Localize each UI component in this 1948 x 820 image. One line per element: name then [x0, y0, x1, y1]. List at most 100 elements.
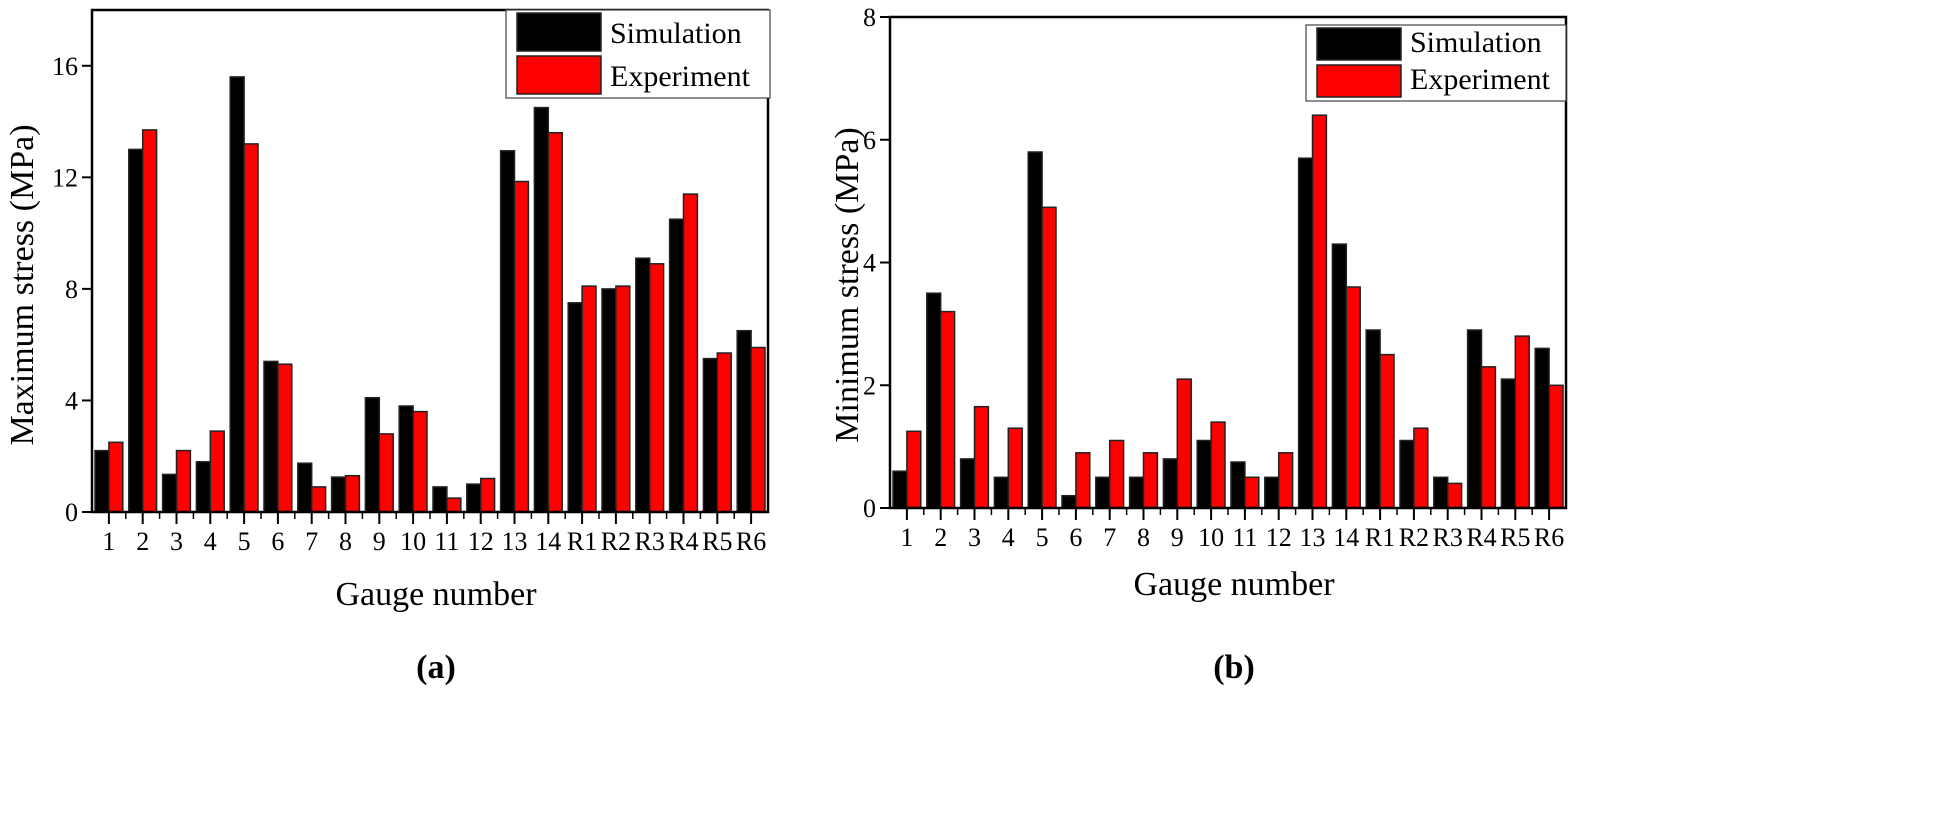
panel-b-x-ticks: 1 2 3 4 5 6 7 8 9 10 11 12 13 14 R1 R2 R3 R4 R5 R6: [900, 508, 1564, 552]
x-tick-label: R5: [702, 527, 732, 556]
bar-simulation-4: [195, 461, 212, 513]
bar-experiment-R4: [1480, 366, 1497, 509]
bar-experiment-R6: [750, 346, 766, 513]
panel-b-bars: [892, 114, 1564, 509]
bar-experiment-7: [1108, 439, 1125, 509]
bar-experiment-4: [209, 430, 225, 513]
bar-experiment-R2: [615, 285, 631, 513]
bar-experiment-11: [1244, 476, 1260, 509]
bar-experiment-R3: [1446, 482, 1463, 509]
x-tick-label: 1: [102, 527, 115, 556]
bar-simulation-6: [1061, 494, 1077, 509]
bar-simulation-9: [1162, 458, 1179, 509]
x-tick-label: 12: [1266, 523, 1292, 552]
bar-experiment-3: [973, 405, 990, 509]
x-tick-label: 6: [271, 527, 284, 556]
x-tick-label: 7: [305, 527, 318, 556]
x-tick-label: 2: [136, 527, 149, 556]
bar-experiment-1: [906, 430, 922, 509]
bar-simulation-R4: [668, 218, 685, 513]
x-tick-label: 14: [535, 527, 561, 556]
bar-experiment-5: [1041, 206, 1057, 509]
bar-simulation-R3: [635, 257, 651, 513]
y-tick-label: 4: [863, 249, 876, 278]
bar-simulation-R3: [1433, 476, 1449, 509]
bar-simulation-14: [1331, 243, 1348, 509]
x-tick-label: R3: [1433, 523, 1463, 552]
legend-label-simulation: Simulation: [1410, 26, 1542, 59]
x-tick-label: 3: [968, 523, 981, 552]
x-tick-label: 10: [400, 527, 426, 556]
x-tick-label: R3: [635, 527, 665, 556]
bar-experiment-2: [141, 129, 158, 513]
y-tick-label: 0: [863, 494, 876, 523]
bar-experiment-13: [1311, 114, 1328, 509]
bar-experiment-R1: [581, 285, 597, 513]
bar-experiment-14: [1345, 286, 1361, 509]
bar-simulation-5: [1027, 151, 1043, 509]
bar-simulation-3: [161, 473, 178, 513]
x-tick-label: R5: [1500, 523, 1530, 552]
x-tick-label: R1: [567, 527, 597, 556]
bar-simulation-8: [330, 476, 347, 513]
bar-experiment-R5: [716, 352, 732, 513]
bar-experiment-8: [1142, 452, 1159, 509]
bar-simulation-12: [466, 483, 482, 513]
bar-experiment-6: [277, 363, 293, 513]
bar-experiment-6: [1075, 452, 1091, 509]
bar-simulation-R4: [1466, 329, 1483, 509]
x-tick-label: R4: [1466, 523, 1496, 552]
bar-experiment-10: [412, 410, 428, 513]
bar-experiment-12: [479, 477, 496, 513]
panel-a-legend: Simulation Experiment: [505, 9, 771, 99]
x-tick-label: 9: [1171, 523, 1184, 552]
x-tick-label: 13: [1300, 523, 1326, 552]
bar-simulation-7: [1095, 476, 1111, 509]
panel-b-label: (b): [1213, 649, 1255, 686]
panel-a-y-ticks: 0 4 8 12 16: [52, 52, 92, 527]
panel-a-x-axis-title: Gauge number: [335, 576, 537, 613]
y-tick-label: 16: [52, 52, 78, 81]
bar-simulation-11: [1230, 461, 1246, 509]
bar-simulation-R5: [702, 357, 719, 513]
bar-simulation-4: [993, 476, 1010, 509]
x-tick-label: 3: [170, 527, 183, 556]
bar-experiment-13: [513, 180, 530, 513]
bar-simulation-5: [229, 76, 245, 513]
panel-a-max-stress: 1 2 3 4 5 6 7 8 9 10 11 12 13 14 R1 R2 R3 R4 R5 R6 0481216 …: [4, 8, 771, 686]
bar-experiment-9: [1176, 378, 1192, 509]
y-tick-label: 0: [65, 498, 78, 527]
panel-a-label: (a): [416, 649, 456, 686]
bar-simulation-13: [1297, 157, 1314, 509]
y-tick-label: 4: [65, 386, 78, 415]
x-tick-label: 8: [1137, 523, 1150, 552]
legend-swatch-simulation: [516, 12, 602, 52]
bar-experiment-1: [108, 441, 124, 513]
bar-simulation-R6: [1534, 347, 1550, 509]
bar-simulation-R1: [1365, 329, 1381, 509]
x-tick-label: 4: [1002, 523, 1015, 552]
bar-experiment-14: [547, 131, 563, 513]
bar-simulation-1: [94, 449, 110, 513]
bar-simulation-9: [364, 396, 381, 513]
legend-label-experiment: Experiment: [1410, 63, 1551, 96]
x-tick-label: 9: [373, 527, 386, 556]
legend-swatch-experiment: [516, 55, 602, 95]
bar-simulation-6: [263, 360, 279, 513]
x-tick-label: 4: [204, 527, 217, 556]
legend-label-experiment: Experiment: [610, 60, 751, 93]
panel-b-x-axis-title: Gauge number: [1133, 566, 1335, 603]
panel-a-bars: [94, 76, 766, 513]
bar-simulation-R6: [736, 329, 752, 513]
x-tick-label: 12: [468, 527, 494, 556]
bar-experiment-8: [344, 474, 361, 513]
x-tick-label: 8: [339, 527, 352, 556]
x-tick-label: 1: [900, 523, 913, 552]
x-tick-label: 5: [1036, 523, 1049, 552]
bar-simulation-R5: [1500, 378, 1517, 509]
bar-simulation-2: [926, 292, 942, 509]
bar-simulation-R2: [601, 288, 617, 513]
x-tick-label: 11: [434, 527, 459, 556]
bar-simulation-14: [533, 106, 550, 513]
